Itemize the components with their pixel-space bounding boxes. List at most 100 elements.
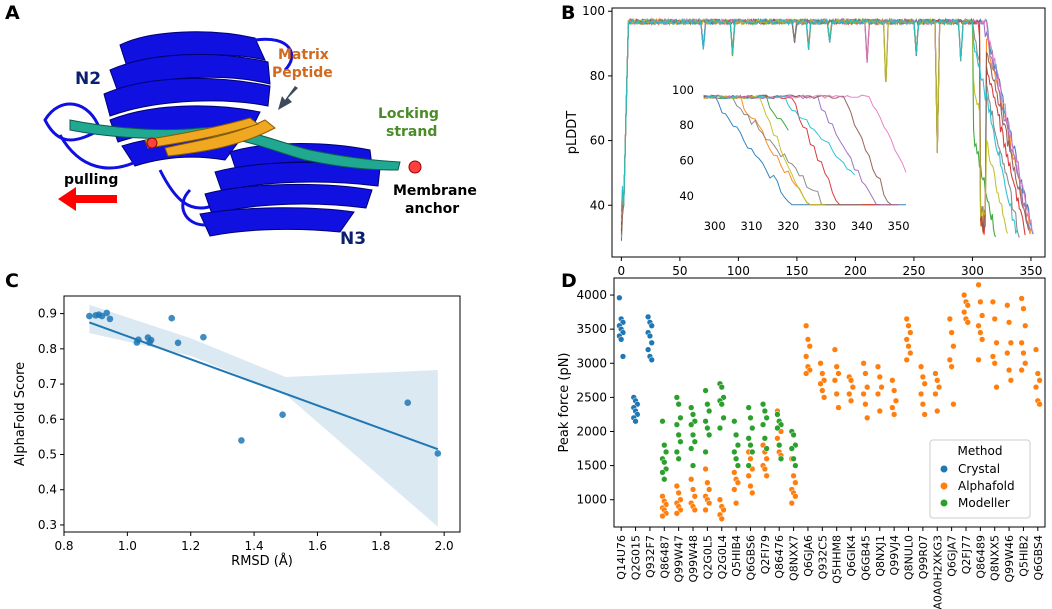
scatter-point xyxy=(147,336,155,344)
force-point xyxy=(835,370,842,377)
force-point xyxy=(803,370,810,377)
force-point xyxy=(819,370,826,377)
matrix-peptide xyxy=(164,119,276,157)
category-label: Q14U76 xyxy=(615,535,628,580)
force-point xyxy=(688,404,695,411)
x-tick-label-c: 1.4 xyxy=(245,539,264,553)
inset-y-tick-label: 60 xyxy=(679,153,694,167)
category-label: Q8NXX7 xyxy=(788,535,801,581)
force-point xyxy=(675,489,682,497)
force-point xyxy=(718,515,725,522)
y-tick-label-d: 3500 xyxy=(576,322,607,336)
force-point xyxy=(616,294,623,301)
x-tick-label-b: 200 xyxy=(844,264,867,278)
force-point xyxy=(661,459,668,466)
force-point xyxy=(763,445,770,452)
force-point xyxy=(860,360,867,367)
force-point xyxy=(1007,339,1015,346)
legend-marker xyxy=(940,465,948,473)
category-label: Q2FI79 xyxy=(759,535,772,574)
y-tick-label-b: 100 xyxy=(582,4,605,18)
y-tick-label-d: 2000 xyxy=(576,424,607,438)
protein-structure-illustration: N2 N3 Matrix Peptide Locking strand pull… xyxy=(43,31,477,249)
force-point xyxy=(977,298,984,306)
inset-x-tick-label: 320 xyxy=(777,219,799,233)
force-point xyxy=(792,462,799,469)
label-pulling: pulling xyxy=(64,172,118,188)
y-tick-label-c: 0.9 xyxy=(38,307,57,321)
force-point xyxy=(1004,302,1011,309)
force-point xyxy=(1005,319,1013,326)
force-point xyxy=(689,462,697,469)
force-point xyxy=(716,496,724,503)
force-point xyxy=(950,401,957,408)
force-point xyxy=(993,339,1000,346)
pulling-arrow xyxy=(58,187,117,211)
inset-y-tick-label: 100 xyxy=(672,83,694,97)
force-point xyxy=(702,506,709,514)
force-point xyxy=(820,394,828,401)
force-point xyxy=(648,356,655,364)
force-point xyxy=(704,479,711,486)
panel-letter-c: C xyxy=(5,270,19,292)
y-tick-label-b: 60 xyxy=(590,134,605,148)
n3-domain xyxy=(199,143,381,237)
force-point xyxy=(646,332,654,340)
y-tick-label-c: 0.5 xyxy=(38,448,57,462)
force-point xyxy=(934,407,941,415)
x-tick-label-c: 1.0 xyxy=(118,539,137,553)
inset-series-line xyxy=(703,94,826,206)
category-label: Q99W48 xyxy=(687,535,700,583)
force-point xyxy=(817,360,824,367)
y-tick-label-d: 2500 xyxy=(576,390,607,404)
force-point xyxy=(688,476,695,483)
force-point xyxy=(874,363,882,370)
category-label: Q99VJ4 xyxy=(888,535,901,575)
category-label: Q2FJ77 xyxy=(960,535,973,574)
y-tick-label-c: 0.4 xyxy=(38,483,57,497)
inset-series-line xyxy=(703,94,855,176)
x-tick-label-b: 100 xyxy=(727,264,750,278)
force-point xyxy=(989,353,997,360)
force-point xyxy=(846,390,853,398)
legend-marker xyxy=(940,482,948,490)
force-point xyxy=(921,380,928,387)
force-point xyxy=(661,476,668,483)
force-point xyxy=(749,424,756,432)
force-point xyxy=(803,322,810,329)
force-point xyxy=(749,448,756,456)
force-point xyxy=(731,469,738,476)
force-point xyxy=(761,435,768,442)
force-point xyxy=(905,322,912,329)
scatter-point xyxy=(200,333,207,341)
force-point xyxy=(716,424,724,432)
force-point xyxy=(993,384,1000,391)
scatter-point xyxy=(135,336,142,343)
force-point xyxy=(659,469,666,476)
force-point xyxy=(979,336,986,343)
panel-a-structure: N2 N3 Matrix Peptide Locking strand pull… xyxy=(43,31,477,249)
category-label: Q86489 xyxy=(974,535,987,579)
force-point xyxy=(732,455,740,462)
force-point xyxy=(905,343,912,350)
force-point xyxy=(659,512,666,520)
force-point xyxy=(849,384,856,391)
category-label: Q2G0L4 xyxy=(716,535,729,579)
force-point xyxy=(790,431,797,439)
force-point xyxy=(1018,295,1025,302)
force-point xyxy=(921,411,928,418)
force-point xyxy=(806,343,813,350)
force-point xyxy=(732,431,740,439)
y-tick-label-c: 0.3 xyxy=(38,518,57,532)
category-label: Q8NUL0 xyxy=(903,535,916,580)
force-point xyxy=(876,407,883,415)
force-point xyxy=(673,394,680,401)
force-point xyxy=(734,479,742,486)
plddt-series-line xyxy=(620,17,1018,234)
force-point xyxy=(1032,384,1040,391)
force-point xyxy=(932,370,939,377)
force-point xyxy=(917,390,925,398)
x-tick-label-b: 150 xyxy=(785,264,808,278)
force-point xyxy=(763,455,770,462)
category-label: Q8NXX5 xyxy=(989,535,1002,581)
